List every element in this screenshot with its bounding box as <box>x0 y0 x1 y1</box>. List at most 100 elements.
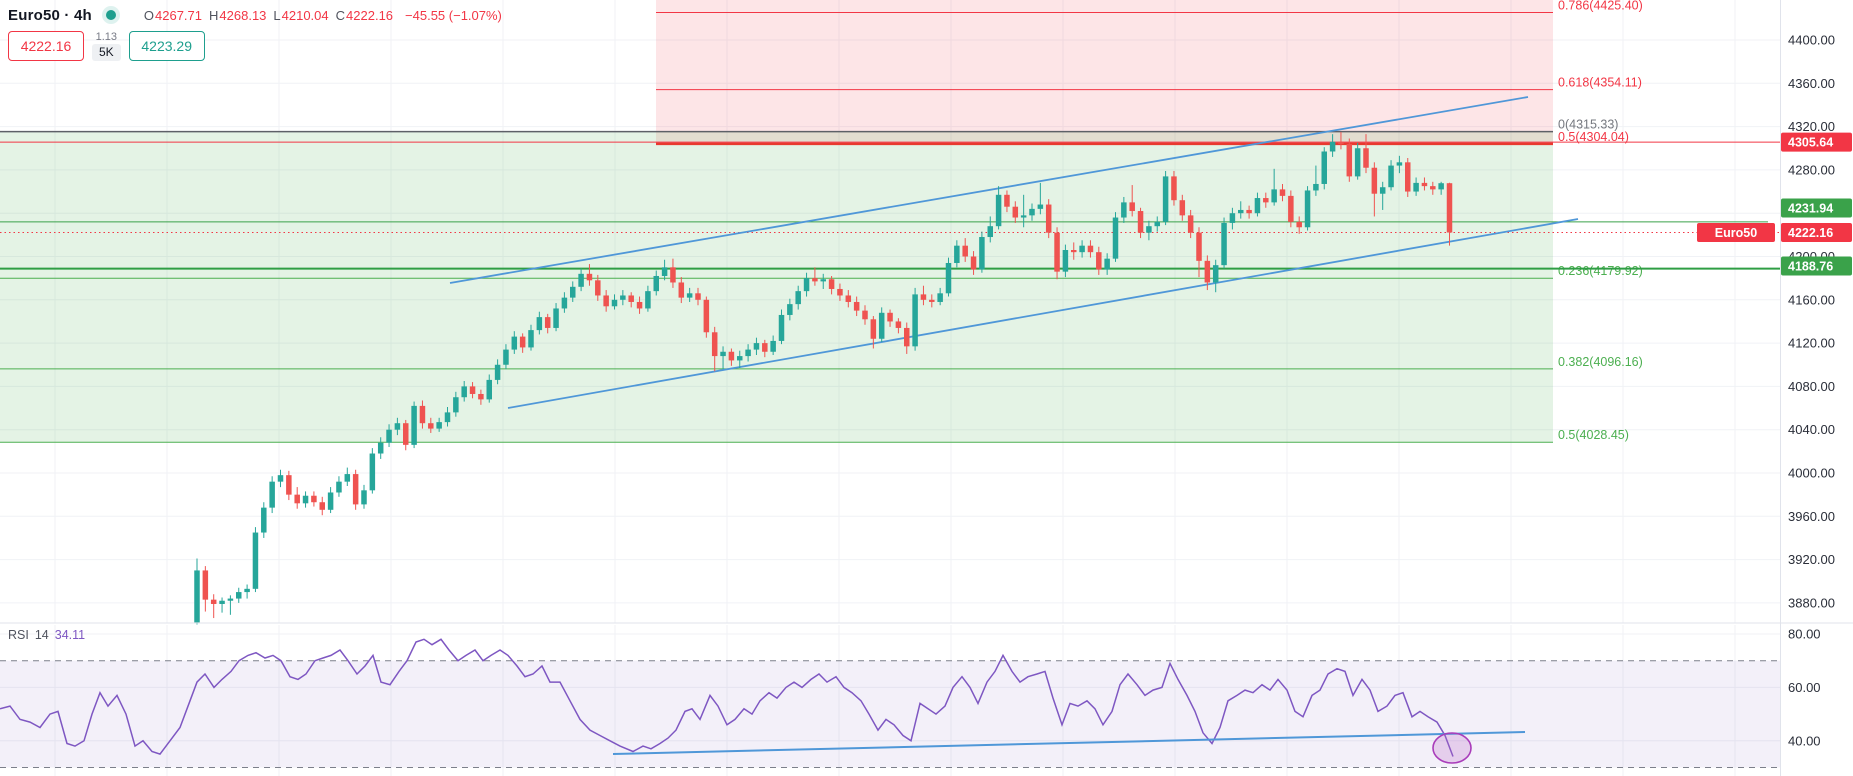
candle <box>778 314 785 341</box>
candle <box>1321 151 1327 184</box>
candle <box>536 317 543 331</box>
candle <box>210 599 217 604</box>
candle <box>1254 198 1261 214</box>
rsi-axis-label: 40.00 <box>1788 733 1821 748</box>
candle <box>1154 221 1160 227</box>
candle <box>904 327 910 347</box>
candle <box>1020 215 1027 218</box>
candle <box>1271 189 1277 203</box>
candle <box>1146 226 1152 233</box>
trend-channel[interactable] <box>449 96 1579 409</box>
candle <box>302 495 309 504</box>
candle <box>1112 217 1119 259</box>
candle <box>252 532 259 589</box>
candle <box>369 453 376 491</box>
spread-volume: 1.13 5K <box>90 31 123 61</box>
candle <box>236 592 242 599</box>
candle <box>1071 250 1077 253</box>
symbol-title[interactable]: Euro50 · 4h <box>8 6 92 24</box>
market-status-icon[interactable] <box>101 6 120 24</box>
ohlc-readout: O4267.71 H4268.13 L4210.04 C4222.16 <box>144 8 393 23</box>
price-badge <box>1781 132 1852 152</box>
candle <box>428 423 434 429</box>
candle <box>219 600 225 604</box>
candle <box>945 262 952 294</box>
candle <box>319 502 325 510</box>
fib-zone <box>656 0 1553 144</box>
candle <box>1054 232 1060 272</box>
candle <box>611 299 618 307</box>
candles-layer <box>194 132 1453 625</box>
svg-text:4305.64: 4305.64 <box>1788 136 1833 150</box>
price-axis-label: 4000.00 <box>1788 466 1835 481</box>
candle <box>853 301 860 311</box>
price-axis[interactable]: 4400.004360.004320.004280.004240.004200.… <box>1780 0 1836 776</box>
svg-text:4188.76: 4188.76 <box>1788 260 1833 274</box>
fib-lines-layer: 0.786(4425.40)0.618(4354.11)0(4315.33)0.… <box>0 0 1643 443</box>
channel-trendline <box>507 218 1579 409</box>
candle <box>336 481 342 493</box>
buy-price-button[interactable]: 4223.29 <box>128 31 205 61</box>
price-axis-label: 4160.00 <box>1788 292 1835 307</box>
fib-zones-layer <box>0 0 1553 443</box>
candle <box>1137 211 1144 233</box>
symbol-legend: Euro50 · 4h O4267.71 H4268.13 L4210.04 C422… <box>8 4 502 61</box>
candle <box>1246 209 1252 214</box>
candle <box>653 275 659 292</box>
candle <box>603 295 609 307</box>
candle <box>1012 206 1019 218</box>
candle <box>720 351 726 357</box>
candle <box>1087 245 1094 253</box>
candle <box>386 429 392 443</box>
candle <box>311 495 317 503</box>
candle <box>1413 182 1419 192</box>
candle <box>261 507 267 533</box>
price-badge <box>1781 256 1852 276</box>
candle <box>1304 190 1311 228</box>
highlight-ellipse[interactable] <box>1432 732 1472 764</box>
candle <box>436 422 442 429</box>
candle <box>862 310 868 320</box>
price-axis-label: 4400.00 <box>1788 33 1835 48</box>
candle <box>578 273 584 287</box>
candle <box>887 312 893 322</box>
price-axis-label: 3880.00 <box>1788 595 1835 610</box>
sell-price-button[interactable]: 4222.16 <box>8 31 84 61</box>
candle <box>344 474 351 482</box>
candle <box>987 226 993 238</box>
candle <box>1179 200 1186 216</box>
candle <box>1162 176 1169 222</box>
candle <box>1037 204 1044 209</box>
candle <box>695 293 701 300</box>
candle <box>1062 250 1069 272</box>
candle <box>1421 182 1428 187</box>
fib-label: 0(4315.33) <box>1558 118 1618 132</box>
candle <box>1212 265 1219 283</box>
candle <box>979 237 985 270</box>
candle <box>1438 183 1444 190</box>
candle <box>728 351 735 361</box>
candle <box>1171 176 1177 201</box>
rsi-pane <box>0 638 1780 768</box>
fib-zone <box>0 131 1553 443</box>
candle <box>962 245 968 257</box>
svg-text:4222.16: 4222.16 <box>1788 226 1833 240</box>
candle <box>628 295 634 302</box>
price-axis-label: 3920.00 <box>1788 552 1835 567</box>
candle <box>528 330 534 348</box>
candle <box>327 492 334 510</box>
lot-size-chip[interactable]: 5K <box>92 44 121 61</box>
rsi-trendline[interactable] <box>612 731 1526 755</box>
fib-label: 0.786(4425.40) <box>1558 0 1643 13</box>
candle <box>1313 183 1319 191</box>
rsi-indicator-name[interactable]: RSI <box>8 628 29 642</box>
candle <box>1288 195 1294 222</box>
candle <box>661 267 668 276</box>
candle <box>286 475 292 495</box>
rsi-legend: RSI 14 34.11 <box>8 628 85 642</box>
candle <box>1405 162 1411 192</box>
candle <box>453 397 459 413</box>
candle <box>595 280 601 296</box>
